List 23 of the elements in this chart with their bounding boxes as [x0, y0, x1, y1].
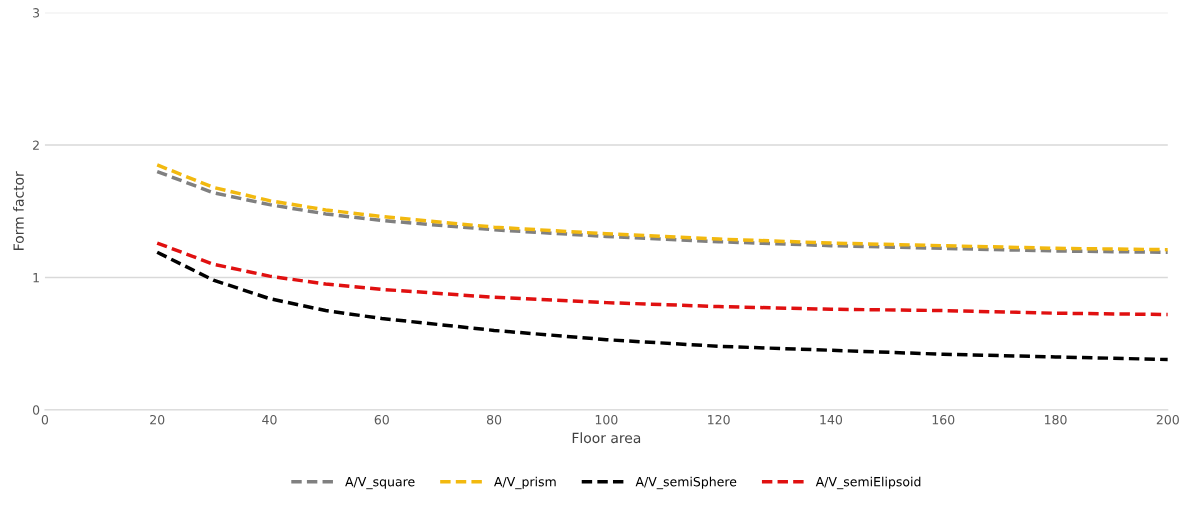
x-tick-label: 160	[932, 414, 955, 425]
x-tick-label: 180	[1044, 414, 1067, 425]
x-tick-label: 100	[595, 414, 618, 425]
x-tick-label: 120	[708, 414, 730, 425]
x-tick-label: 20	[150, 414, 165, 425]
legend-label: A/V_square	[345, 477, 415, 490]
line-series	[155, 250, 1168, 362]
y-tick-label: 3	[33, 8, 40, 18]
x-tick-label: 80	[486, 414, 502, 425]
x-tick-label: 0	[41, 414, 49, 425]
legend-label: A/V_prism	[494, 476, 556, 490]
x-axis-title: Floor area	[572, 432, 641, 444]
legend-label: A/V_semiElipsoid	[815, 476, 921, 490]
y-tick-label: 1	[33, 273, 39, 283]
x-tick-label: 60	[374, 414, 389, 425]
y-axis-title: Form factor	[13, 171, 24, 250]
line-series	[155, 241, 1168, 317]
x-tick-label: 200	[1156, 414, 1179, 425]
y-tick-label: 2	[33, 140, 39, 150]
legend-label: A/V_semiSphere	[635, 476, 737, 490]
y-tick-label: 0	[32, 405, 40, 415]
x-tick-label: 140	[820, 414, 843, 425]
x-tick-label: 40	[262, 414, 277, 425]
